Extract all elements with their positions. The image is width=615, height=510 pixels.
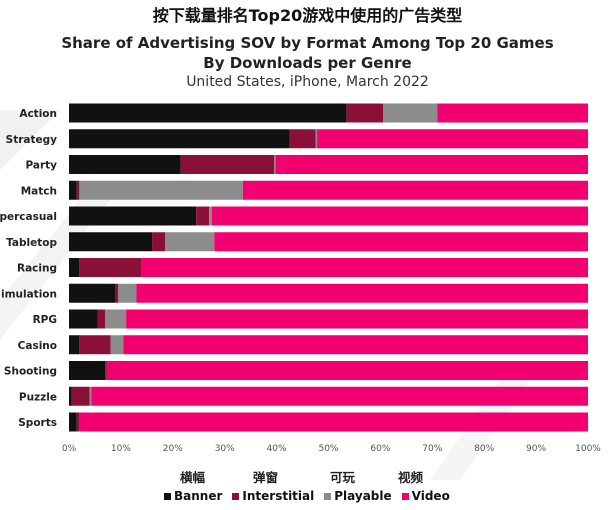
bar-tabletop-interstitial: [152, 232, 166, 252]
legend-item-banner: Banner: [164, 489, 222, 503]
bar-hypercasual-banner: [69, 206, 197, 226]
bar-action-interstitial: [346, 103, 383, 123]
bar-action-video: [437, 103, 588, 123]
bar-racing-video: [141, 258, 588, 277]
category-label-party: Party: [25, 160, 57, 172]
category-label-sports: Sports: [18, 417, 57, 429]
legend-cn-banner: 横幅: [180, 470, 206, 485]
bar-strategy-banner: [69, 129, 290, 149]
bar-party-banner: [69, 155, 181, 174]
legend-swatch-banner: [164, 492, 171, 500]
bar-hypercasual-playable: [209, 206, 212, 226]
bar-action-banner: [69, 103, 347, 123]
bar-racing-interstitial: [79, 258, 142, 277]
category-label-shooting: Shooting: [4, 366, 57, 378]
bar-sports-video: [79, 412, 588, 432]
bar-casino-video: [123, 335, 589, 355]
bar-tabletop-banner: [69, 232, 153, 252]
legend-item-video: Video: [401, 489, 450, 503]
bar-puzzle-banner: [69, 386, 72, 406]
bar-hypercasual-interstitial: [196, 206, 210, 226]
chart-subtitle: United States, iPhone, March 2022: [186, 74, 429, 90]
category-label-hypercasual: Hypercasual: [0, 211, 57, 223]
legend-label-interstitial: Interstitial: [242, 489, 315, 503]
bar-simulation-playable: [118, 283, 137, 303]
bar-rpg-video: [126, 309, 588, 329]
category-label-racing: Racing: [17, 263, 57, 275]
legend-label-playable: Playable: [334, 489, 392, 503]
bar-simulation-banner: [69, 283, 116, 303]
legend-cn-video: 视频: [398, 470, 424, 485]
legend-swatch-interstitial: [232, 492, 240, 500]
category-label-action: Action: [19, 108, 57, 120]
x-tick-label: 80%: [474, 444, 494, 454]
stacked-bar-chart: Action Strategy Party Match Hypercasual Table…: [0, 103, 601, 454]
bar-casino-playable: [110, 335, 124, 355]
x-tick-label: 70%: [422, 444, 442, 454]
bar-strategy-video: [317, 129, 588, 149]
chart-title-cn: 按下载量排名Top20游戏中使用的广告类型: [152, 6, 463, 25]
category-label-tabletop: Tabletop: [6, 237, 57, 249]
x-tick-label: 100%: [575, 444, 601, 454]
x-tick-label: 20%: [163, 444, 183, 454]
legend-cn-playable: 可玩: [330, 470, 356, 485]
bar-simulation-video: [136, 283, 588, 303]
bar-hypercasual-video: [211, 206, 588, 226]
bar-match-interstitial: [76, 180, 80, 200]
legend-label-banner: Banner: [174, 489, 223, 503]
bar-casino-banner: [69, 335, 80, 355]
bar-sports-banner: [69, 412, 77, 432]
bar-action-playable: [382, 103, 438, 123]
category-label-puzzle: Puzzle: [19, 391, 57, 403]
x-tick-label: 30%: [215, 444, 235, 454]
bar-strategy-interstitial: [289, 129, 316, 149]
legend-item-interstitial: Interstitial: [232, 489, 314, 503]
bar-shooting-interstitial: [105, 361, 107, 380]
bar-party-video: [275, 155, 588, 174]
bar-rpg-banner: [69, 309, 98, 329]
legend-label-video: Video: [411, 489, 450, 503]
legend-swatch-video: [401, 492, 409, 500]
x-tick-label: 40%: [267, 444, 287, 454]
bar-rpg-interstitial: [97, 309, 106, 329]
x-tick-label: 0%: [62, 444, 77, 454]
bar-sports-interstitial: [76, 412, 80, 432]
bar-casino-interstitial: [79, 335, 111, 355]
bar-tabletop-playable: [165, 232, 215, 252]
legend-cn-interstitial: 弹窗: [253, 470, 279, 485]
bar-puzzle-interstitial: [71, 386, 90, 406]
bar-strategy-playable: [315, 129, 318, 149]
bar-shooting-video: [106, 361, 589, 380]
bar-racing-banner: [69, 258, 80, 277]
bar-puzzle-playable: [89, 386, 92, 406]
x-axis-ticks: 0% 10% 20% 30% 40% 50% 60% 70% 80% 90% 100%: [62, 444, 601, 454]
bar-simulation-interstitial: [115, 283, 119, 303]
bars-group: [69, 103, 589, 432]
x-tick-label: 50%: [318, 444, 338, 454]
bar-tabletop-video: [214, 232, 588, 252]
bar-rpg-playable: [105, 309, 127, 329]
category-label-match: Match: [21, 185, 57, 197]
category-label-strategy: Strategy: [6, 134, 58, 146]
category-label-rpg: RPG: [33, 314, 57, 326]
category-label-casino: Casino: [18, 340, 57, 352]
bar-puzzle-video: [91, 386, 588, 406]
bar-party-interstitial: [180, 155, 275, 174]
x-tick-label: 90%: [526, 444, 546, 454]
bar-match-banner: [69, 180, 77, 200]
legend-swatch-playable: [324, 492, 332, 500]
category-label-simulation: Simulation: [0, 288, 57, 300]
x-tick-label: 60%: [370, 444, 390, 454]
x-tick-label: 10%: [111, 444, 131, 454]
legend: Banner Interstitial Playable Video: [164, 489, 460, 503]
category-labels: Action Strategy Party Match Hypercasual Table…: [0, 108, 57, 429]
bar-party-playable: [274, 155, 276, 174]
legend-item-playable: Playable: [324, 489, 392, 503]
chart-title-en-line1: Share of Advertising SOV by Format Among…: [61, 34, 554, 52]
chart-title-en-line2: By Downloads per Genre: [203, 54, 412, 72]
bar-shooting-banner: [69, 361, 106, 380]
bar-match-video: [242, 180, 589, 200]
bar-match-playable: [79, 180, 243, 200]
